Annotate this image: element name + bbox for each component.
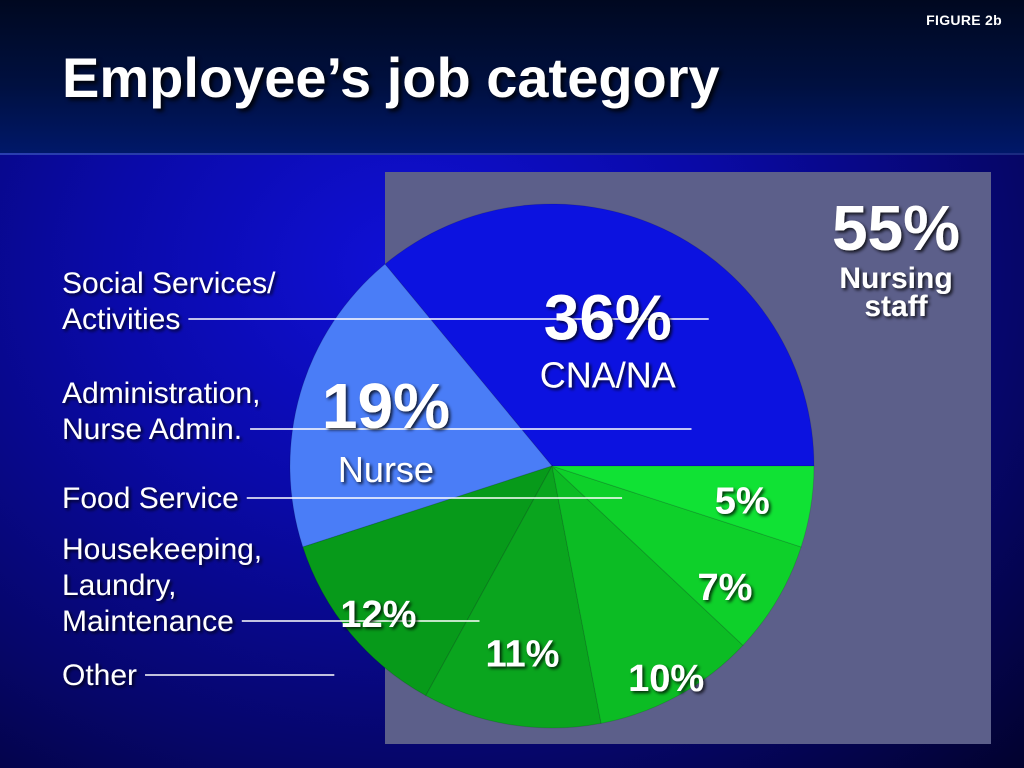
- data-label-cna-na-name: CNA/NA: [540, 354, 676, 395]
- pie-slice-administration-nurse-admin: [551, 465, 802, 647]
- group-callout-value: 55%: [832, 192, 960, 264]
- side-label-social-services-activities: Social Services/: [62, 267, 276, 300]
- side-label-other: Other: [62, 659, 137, 692]
- data-label-administration-nurse-admin-percent: 7%: [698, 567, 753, 609]
- group-callout-label: Nursing: [839, 262, 952, 295]
- data-label-social-services-activities-percent: 5%: [715, 481, 770, 523]
- pie-slice-food-service: [551, 464, 744, 724]
- pie-slice-social-services-activities: [551, 465, 815, 548]
- side-label-housekeeping-laundry-maintenance: Housekeeping,: [62, 533, 262, 566]
- group-callout-label: staff: [864, 290, 928, 323]
- data-label-nurse-percent: 19%: [322, 370, 450, 442]
- data-label-other-percent: 12%: [340, 594, 416, 636]
- figure-label: FIGURE 2b: [926, 12, 1002, 28]
- data-label-food-service-percent: 10%: [628, 658, 704, 700]
- side-label-food-service: Food Service: [62, 482, 239, 515]
- header-band: [0, 0, 1024, 155]
- pie-slice-cna-na: [384, 203, 815, 467]
- data-label-nurse-name: Nurse: [338, 449, 434, 490]
- data-label-cna-na-percent: 36%: [544, 281, 672, 353]
- pie-slice-housekeeping-laundry-maintenance: [425, 464, 602, 729]
- side-label-housekeeping-laundry-maintenance: Laundry,: [62, 569, 177, 602]
- pie-slice-nurse: [289, 263, 553, 548]
- pie-slice-other: [302, 465, 554, 697]
- side-label-administration-nurse-admin: Nurse Admin.: [62, 413, 242, 446]
- side-label-social-services-activities: Activities: [62, 303, 180, 336]
- data-label-housekeeping-laundry-maintenance-percent: 11%: [486, 633, 560, 675]
- side-label-administration-nurse-admin: Administration,: [62, 377, 260, 410]
- side-label-housekeeping-laundry-maintenance: Maintenance: [62, 605, 234, 638]
- page-title: Employee’s job category: [62, 46, 720, 109]
